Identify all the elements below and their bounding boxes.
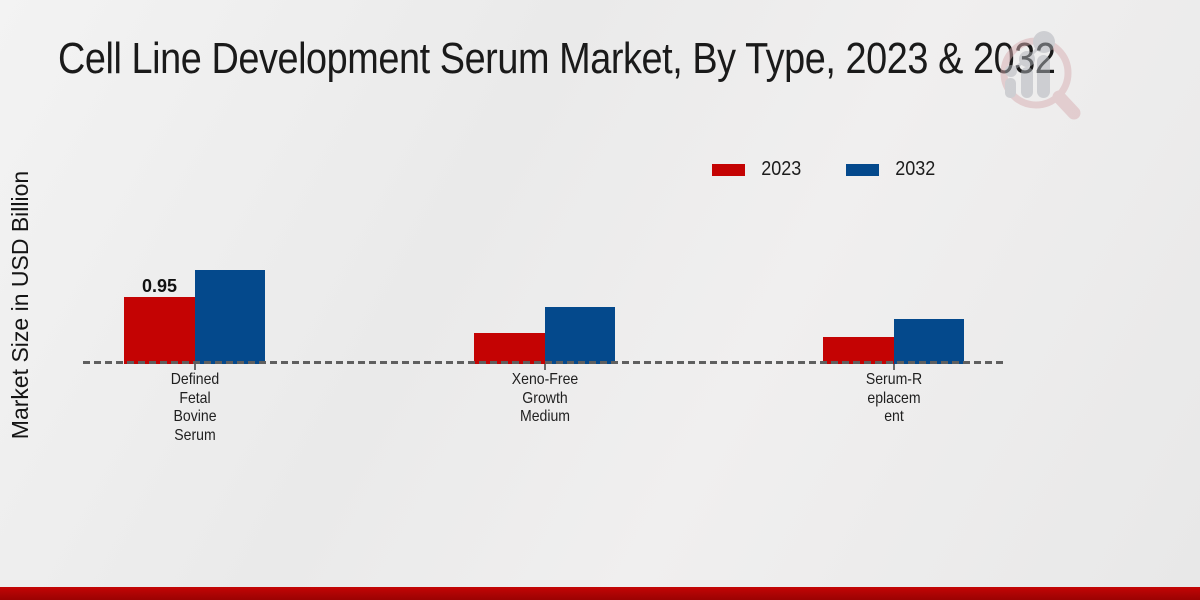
legend-swatch-2023 — [712, 163, 745, 176]
x-axis-tick-xeno-free-growth-medium — [544, 364, 546, 370]
x-axis-tick-defined-fetal-bovine-serum — [194, 364, 196, 370]
x-axis-tick-serum-replacement — [893, 364, 895, 370]
chart-title: Cell Line Development Serum Market, By T… — [58, 34, 1056, 83]
bar-2023-serum-replacement — [823, 337, 894, 364]
category-label-xeno-free-growth-medium: Xeno-Free Growth Medium — [511, 371, 579, 425]
category-label-defined-fetal-bovine-serum: Defined Fetal Bovine Serum — [170, 371, 220, 444]
legend-label-2023: 2023 — [761, 158, 802, 180]
bar-2032-xeno-free-growth-medium — [545, 307, 615, 364]
magnifier-bar-chart-logo-watermark — [1000, 31, 1081, 120]
bar-2032-defined-fetal-bovine-serum — [195, 270, 265, 364]
legend-item-2032: 2032 — [845, 158, 938, 181]
footer-accent-bar — [0, 587, 1200, 600]
bar-2023-defined-fetal-bovine-serum — [124, 297, 195, 364]
bar-2032-serum-replacement — [894, 319, 964, 364]
bar-2023-xeno-free-growth-medium — [474, 333, 545, 364]
category-label-serum-replacement: Serum-R eplacem ent — [865, 371, 923, 425]
data-label-2023-defined-fetal-bovine-serum: 0.95 — [141, 276, 178, 296]
x-axis-baseline — [83, 361, 1007, 364]
legend-item-2023: 2023 — [712, 158, 804, 181]
legend-swatch-2032 — [845, 163, 879, 176]
legend-label-2032: 2032 — [894, 158, 935, 180]
legend: 2023 2032 — [712, 158, 937, 181]
